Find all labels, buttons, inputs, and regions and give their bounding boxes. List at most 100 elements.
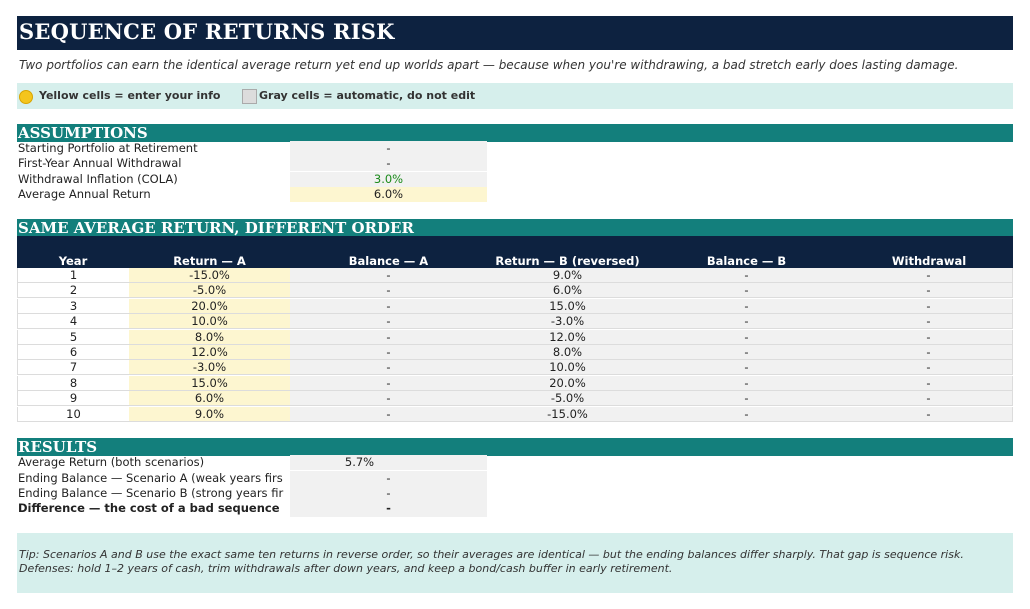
balance-a-cell: - [290, 268, 488, 283]
year-cell: 3 [17, 298, 130, 314]
balance-a-cell: - [290, 345, 488, 360]
year-cell: 8 [17, 375, 130, 391]
assumption-label: Withdrawal Inflation (COLA) [18, 172, 178, 186]
results-header: RESULTS [17, 438, 1013, 456]
return-b-cell: 9.0% [487, 268, 649, 283]
balance-a-cell: - [290, 391, 488, 407]
return-b-cell: 20.0% [487, 375, 649, 391]
table-row: 6 12.0% -8.0% - - [17, 345, 1013, 360]
table-row: 1 -15.0% -9.0% - - [17, 268, 1013, 283]
return-a-cell[interactable]: 15.0% [129, 375, 291, 391]
table-row: 4 10.0% - -3.0% - - [17, 314, 1013, 330]
table-row: 9 6.0% - -5.0% - - [17, 391, 1013, 407]
legend-yellow-label: Yellow cells = enter your info [39, 89, 221, 102]
withdrawal-cell: - [845, 360, 1013, 376]
table-row: 8 15.0% -20.0% - - [17, 375, 1013, 391]
tip-text: Tip: Scenarios A and B use the exact sam… [19, 548, 964, 575]
column-header-return-b: Return — B (reversed) [495, 254, 640, 268]
withdrawal-cell: - [845, 314, 1013, 330]
result-label: Ending Balance — Scenario B (strong year… [18, 486, 284, 500]
title-bar: SEQUENCE OF RETURNS RISK [17, 16, 1013, 50]
table-row: 2 -5.0% -6.0% - - [17, 283, 1013, 299]
balance-b-cell: - [648, 360, 846, 376]
average-return-field[interactable]: 6.0% [290, 187, 487, 202]
withdrawal-cell: - [845, 391, 1013, 407]
return-b-cell: -5.0% [487, 391, 649, 407]
balance-a-cell: - [290, 283, 488, 299]
withdrawal-cell: - [845, 406, 1013, 422]
return-a-cell[interactable]: 20.0% [129, 298, 291, 314]
column-header-return-a: Return — A [173, 254, 246, 268]
year-cell: 4 [17, 314, 130, 330]
withdrawal-cell: - [845, 375, 1013, 391]
year-cell: 1 [17, 268, 130, 283]
page-title: SEQUENCE OF RETURNS RISK [19, 19, 395, 44]
return-b-cell: -3.0% [487, 314, 649, 330]
balance-a-cell: - [290, 329, 488, 345]
balance-b-cell: - [648, 375, 846, 391]
year-cell: 2 [17, 283, 130, 299]
result-value-difference: - [290, 501, 487, 517]
year-cell: 7 [17, 360, 130, 376]
return-a-cell[interactable]: -5.0% [129, 283, 291, 299]
return-a-cell[interactable]: 8.0% [129, 329, 291, 345]
withdrawal-cell: - [845, 298, 1013, 314]
assumption-label: Starting Portfolio at Retirement [18, 141, 198, 155]
balance-b-cell: - [648, 406, 846, 422]
starting-portfolio-field[interactable]: - [290, 141, 487, 156]
withdrawal-cell: - [845, 283, 1013, 299]
return-a-cell[interactable]: 6.0% [129, 391, 291, 407]
return-a-cell[interactable]: -15.0% [129, 268, 291, 283]
year-cell: 9 [17, 391, 130, 407]
cola-field[interactable]: 3.0% [290, 172, 487, 187]
balance-b-cell: - [648, 268, 846, 283]
return-b-cell: 15.0% [487, 298, 649, 314]
return-b-cell: 10.0% [487, 360, 649, 376]
balance-b-cell: - [648, 329, 846, 345]
first-year-withdrawal-field[interactable]: - [290, 156, 487, 171]
year-cell: 6 [17, 345, 130, 360]
column-header-balance-a: Balance — A [348, 254, 429, 268]
result-value-ending-a: - [290, 471, 487, 486]
balance-b-cell: - [648, 391, 846, 407]
balance-b-cell: - [648, 298, 846, 314]
balance-a-cell: - [290, 375, 488, 391]
result-value-ending-b: - [290, 486, 487, 501]
return-a-cell[interactable]: 12.0% [129, 345, 291, 360]
assumptions-header: ASSUMPTIONS [17, 124, 1013, 142]
balance-b-cell: - [648, 283, 846, 299]
return-a-cell[interactable]: 10.0% [129, 314, 291, 330]
balance-b-cell: - [648, 314, 846, 330]
withdrawal-cell: - [845, 345, 1013, 360]
return-b-cell: -15.0% [487, 406, 649, 422]
comparison-header: SAME AVERAGE RETURN, DIFFERENT ORDER [17, 219, 1013, 237]
legend-gray-label: Gray cells = automatic, do not edit [259, 89, 476, 102]
return-a-cell[interactable]: 9.0% [129, 406, 291, 422]
gray-square-icon [242, 89, 257, 104]
result-label: Average Return (both scenarios) [18, 455, 205, 469]
table-row: 7 -3.0% -10.0% - - [17, 360, 1013, 376]
return-b-cell: 6.0% [487, 283, 649, 299]
return-b-cell: 12.0% [487, 329, 649, 345]
return-a-cell[interactable]: -3.0% [129, 360, 291, 376]
column-header-balance-b: Balance — B [706, 254, 787, 268]
results-title: RESULTS [18, 438, 98, 456]
yellow-circle-icon [19, 90, 33, 104]
column-header-year: Year [58, 254, 88, 268]
table-row: 3 20.0% -15.0% - - [17, 298, 1013, 314]
year-cell: 5 [17, 329, 130, 345]
table-row: 5 8.0% -12.0% - - [17, 329, 1013, 345]
return-b-cell: 8.0% [487, 345, 649, 360]
table-row: 10 9.0% - -15.0% - - [17, 406, 1013, 422]
comparison-title: SAME AVERAGE RETURN, DIFFERENT ORDER [18, 219, 414, 237]
assumption-label: First-Year Annual Withdrawal [18, 156, 182, 170]
year-cell: 10 [17, 406, 130, 422]
withdrawal-cell: - [845, 329, 1013, 345]
tip-box: Tip: Scenarios A and B use the exact sam… [17, 533, 1013, 593]
balance-a-cell: - [290, 298, 488, 314]
assumptions-title: ASSUMPTIONS [18, 124, 148, 142]
balance-a-cell: - [290, 360, 488, 376]
legend-bar: Yellow cells = enter your info Gray cell… [17, 83, 1013, 109]
result-label-difference: Difference — the cost of a bad sequence [18, 501, 280, 515]
page-subtitle: Two portfolios can earn the identical av… [19, 58, 959, 72]
